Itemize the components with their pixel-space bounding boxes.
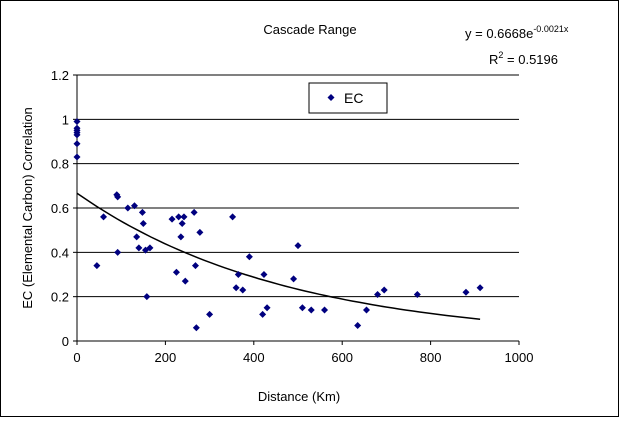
data-point [73,118,81,126]
data-point [263,304,271,312]
x-tick-label: 1000 [505,350,534,365]
legend-box [308,82,388,114]
data-point [135,244,143,252]
trendline-equation-base: y = 0.6668e [465,26,533,41]
axes [73,74,520,345]
data-point [73,140,81,148]
data-point [260,271,268,278]
data-point [139,220,147,228]
data-point [294,242,302,250]
data-point [259,310,267,318]
data-point [462,288,470,296]
y-tick-label: 0 [62,334,69,349]
data-point [239,286,247,294]
data-point [196,228,204,236]
data-point [114,248,122,256]
x-tick-label: 200 [155,350,177,365]
data-point [133,233,141,241]
data-point [234,271,242,278]
data-point [181,277,189,285]
y-tick-label: 1.2 [51,68,69,83]
gridlines [77,74,519,342]
y-axis-label: EC (Elemental Carbon) Correlation [20,107,35,309]
y-tick-label: 1 [62,112,69,127]
data-point [168,215,176,223]
y-tick-label: 0.2 [51,290,69,305]
data-point [363,306,371,314]
data-point [354,321,362,329]
data-point [114,193,122,201]
data-point [192,324,200,332]
x-tick-label: 800 [420,350,442,365]
y-tick-label: 0.4 [51,245,69,260]
data-point [206,310,214,318]
data-point [476,284,484,292]
legend-label: EC [344,90,363,106]
x-axis-label: Distance (Km) [258,389,340,404]
data-point [177,233,185,241]
data-point [380,286,388,294]
y-tick-label: 0.6 [51,201,69,216]
trendline-equation: y = 0.6668e-0.0021x [465,24,569,41]
data-point [172,268,180,276]
r-squared-label: R2 = 0.5196 [489,50,558,67]
trendline-equation-exponent: -0.0021x [533,24,569,34]
data-point [190,208,198,216]
data-point [307,306,315,314]
y-tick-label: 0.8 [51,157,69,172]
data-point [175,213,183,221]
data-point [229,213,237,221]
data-point [73,131,81,139]
data-point [130,202,138,210]
data-point [143,293,151,301]
data-point [290,275,298,283]
r-squared-r: R [489,52,498,67]
data-point [100,213,108,221]
legend-marker [327,94,335,101]
data-point [73,153,81,161]
data-points [73,118,484,332]
data-point [374,290,382,298]
data-point [146,244,154,252]
data-point [138,208,146,216]
data-point [180,213,188,221]
x-tick-label: 0 [73,350,80,365]
r-squared-sup: 2 [498,50,503,60]
legend: EC [308,82,388,114]
trendline [76,192,481,320]
data-point [413,290,421,298]
data-point [93,262,101,270]
data-point [298,304,306,312]
data-point [124,204,132,212]
data-point [178,220,186,228]
x-tick-label: 600 [331,350,353,365]
data-point [191,262,199,270]
data-point [232,284,240,292]
data-point [245,253,253,261]
data-point [321,306,329,314]
chart-title: Cascade Range [263,22,356,37]
x-tick-label: 400 [243,350,265,365]
r-squared-value: = 0.5196 [503,52,558,67]
tick-labels: 0 0.2 0.4 0.6 0.8 1 1.2 0 200 400 600 800 1000 [51,68,534,365]
